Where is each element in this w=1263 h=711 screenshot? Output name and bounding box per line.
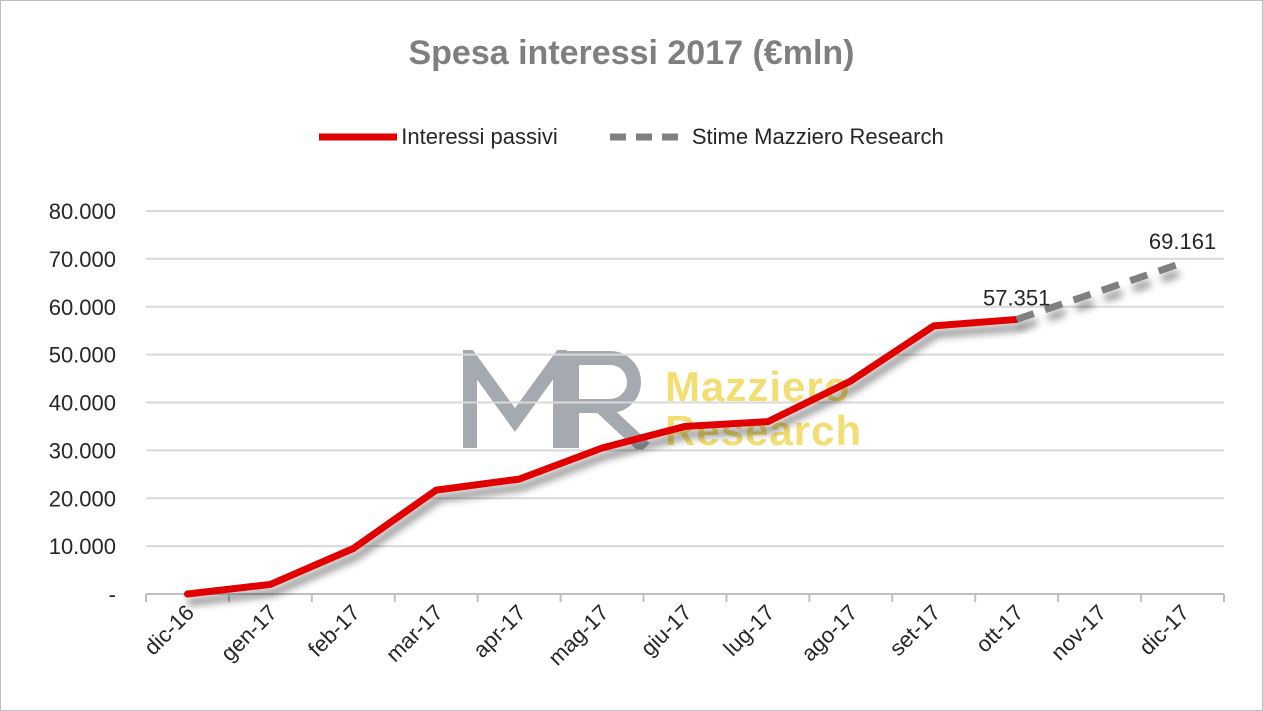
x-tick-label: apr-17: [468, 600, 531, 663]
watermark-line2: Research: [665, 407, 863, 454]
x-tick-label: ago-17: [796, 600, 862, 666]
x-tick-label: nov-17: [1046, 600, 1111, 665]
legend: Interessi passivi Stime Mazziero Researc…: [0, 124, 1263, 150]
x-tick-label: lug-17: [719, 600, 780, 661]
y-tick-label: 50.000: [49, 343, 116, 368]
x-tick-label: gen-17: [216, 600, 282, 666]
y-tick-label: 60.000: [49, 295, 116, 320]
data-label: 69.161: [1149, 229, 1216, 254]
y-tick-label: 80.000: [49, 199, 116, 224]
x-tick-label: mag-17: [543, 600, 613, 670]
data-label: 57.351: [983, 285, 1050, 310]
y-tick-label: 70.000: [49, 247, 116, 272]
legend-swatch-solid: [319, 133, 398, 141]
x-tick-label: giu-17: [636, 600, 697, 661]
x-tick-label: ott-17: [971, 600, 1028, 657]
y-tick-label: 40.000: [49, 391, 116, 416]
y-tick-label: -: [109, 582, 116, 607]
y-tick-label: 30.000: [49, 438, 116, 463]
y-tick-label: 20.000: [49, 486, 116, 511]
series-line-0: [183, 315, 1021, 598]
legend-swatch-dashed: [609, 133, 688, 141]
x-tick-label: dic-17: [1134, 600, 1194, 660]
x-tick-label: feb-17: [303, 600, 365, 662]
legend-label-stime: Stime Mazziero Research: [691, 124, 944, 149]
x-tick-label: dic-16: [139, 600, 199, 660]
legend-label-interessi-passivi: Interessi passivi: [401, 124, 558, 149]
legend-entry-stime: Stime Mazziero Research: [609, 124, 944, 150]
y-tick-label: 10.000: [49, 534, 116, 559]
x-tick-label: set-17: [884, 600, 945, 661]
chart-title: Spesa interessi 2017 (€mln): [408, 34, 855, 72]
x-tick-label: mar-17: [381, 600, 448, 667]
legend-entry-interessi-passivi: Interessi passivi: [319, 124, 558, 150]
